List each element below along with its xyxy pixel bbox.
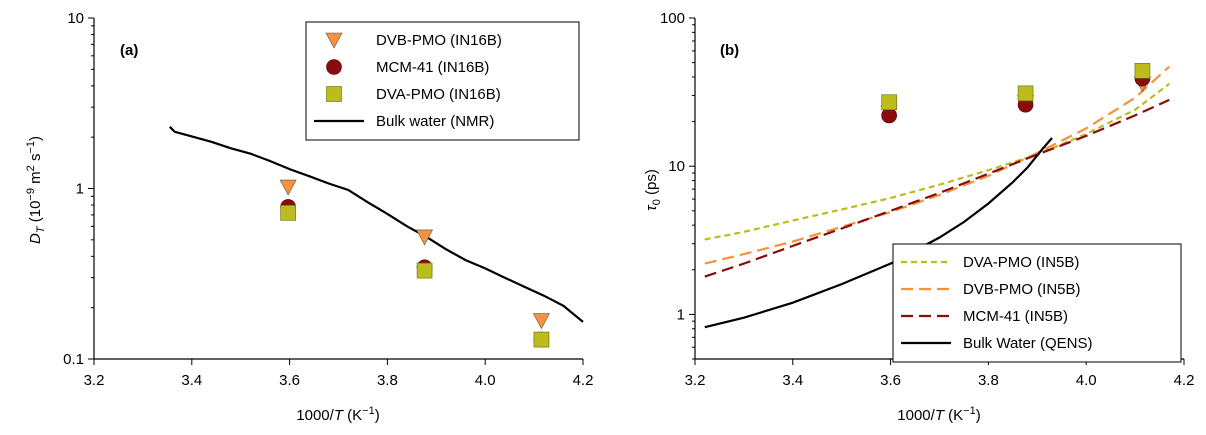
data-point-b-6-1: [1017, 85, 1034, 102]
panel-label-a: (a): [120, 42, 138, 59]
series-line-a-3: [169, 126, 584, 323]
y-tick-label-a-1: 1: [76, 181, 84, 198]
series-line-b-2: [704, 98, 1170, 278]
series-line-b-0: [704, 82, 1170, 241]
x-tick-label-b-2: 3.6: [880, 372, 901, 389]
data-point-a-0-0: [279, 179, 297, 196]
x-axis-label-b: 1000/T (K−1): [897, 405, 980, 424]
data-point-a-2-1: [416, 262, 433, 279]
x-tick-label-b-4: 4.0: [1076, 372, 1097, 389]
legend-label-a-1: MCM-41 (IN16B): [376, 59, 489, 76]
x-tick-label-b-3: 3.8: [978, 372, 999, 389]
data-point-b-6-0: [881, 94, 897, 111]
legend-label-a-3: Bulk water (NMR): [376, 113, 494, 130]
y-axis-label-b: τ0 (ps): [643, 169, 663, 211]
plot-area-b: [704, 63, 1171, 329]
x-tick-label-a-4: 4.0: [475, 372, 496, 389]
x-axis-label-a: 1000/T (K−1): [296, 405, 379, 424]
y-axis-label-a: DT (10−9 m2 s−1): [25, 136, 47, 244]
legend-label-a-2: DVA-PMO (IN16B): [376, 86, 501, 103]
y-tick-label-b-2: 100: [660, 10, 685, 27]
series-line-b-1: [704, 65, 1171, 265]
ticks-a: 3.2 3.4 3.6 3.8 4.0 4.2 0.1 1 10: [63, 10, 593, 389]
legend-swatch-a-1: [326, 59, 342, 75]
y-tick-label-b-1: 10: [668, 158, 685, 175]
ticks-b: 3.2 3.4 3.6 3.8 4.0 4.2 1 10 100: [660, 10, 1194, 389]
legend-label-b-2: MCM-41 (IN5B): [963, 308, 1068, 325]
legend-swatch-a-2: [326, 86, 342, 102]
x-tick-label-a-1: 3.4: [181, 372, 202, 389]
x-tick-label-a-5: 4.2: [573, 372, 594, 389]
data-point-a-0-2: [532, 313, 550, 330]
x-tick-label-a-2: 3.6: [279, 372, 300, 389]
x-tick-label-b-0: 3.2: [685, 372, 706, 389]
x-tick-label-b-1: 3.4: [782, 372, 803, 389]
plot-area-a: [169, 126, 584, 348]
legend-label-b-1: DVB-PMO (IN5B): [963, 281, 1081, 298]
data-point-a-2-2: [533, 331, 550, 348]
data-point-b-6-2: [1134, 63, 1151, 79]
data-point-a-0-1: [416, 229, 434, 246]
legend-label-b-0: DVA-PMO (IN5B): [963, 254, 1079, 271]
y-tick-label-b-0: 1: [677, 306, 685, 323]
x-tick-label-a-0: 3.2: [84, 372, 105, 389]
panel-b: 3.2 3.4 3.6 3.8 4.0 4.2 1 10 100 (b) 1000/T (K−1…: [643, 10, 1194, 424]
panel-a: 3.2 3.4 3.6 3.8 4.0 4.2 0.1 1 10 (a) 1000/T (K−1…: [25, 10, 593, 424]
legend-label-a-0: DVB-PMO (IN16B): [376, 32, 502, 49]
panel-label-b: (b): [720, 42, 739, 59]
legend-label-b-3: Bulk Water (QENS): [963, 335, 1092, 352]
x-tick-label-b-5: 4.2: [1174, 372, 1195, 389]
x-tick-label-a-3: 3.8: [377, 372, 398, 389]
legend-swatch-a-0: [325, 32, 343, 49]
legend-a: DVB-PMO (IN16B) MCM-41 (IN16B) DVA-PMO (IN…: [305, 21, 580, 141]
legend-b: DVA-PMO (IN5B) DVB-PMO (IN5B) MCM-41 (IN5B…: [892, 243, 1182, 363]
data-point-b-5-0: [881, 107, 897, 124]
series-line-b-3: [704, 137, 1053, 329]
y-tick-label-a-0: 0.1: [63, 351, 84, 368]
y-tick-label-a-2: 10: [67, 10, 84, 27]
data-point-a-2-0: [280, 205, 296, 221]
